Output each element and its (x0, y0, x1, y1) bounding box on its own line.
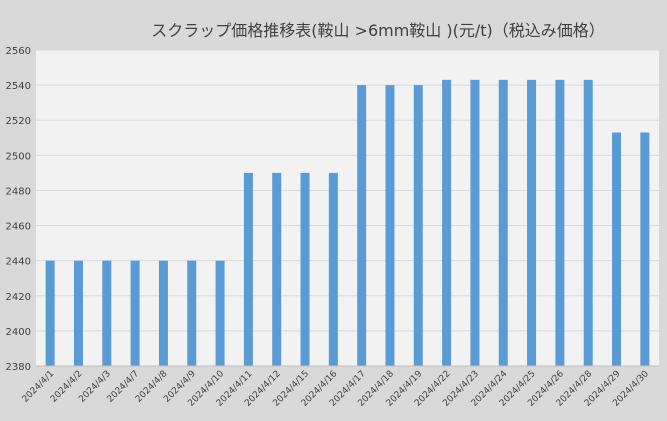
bar-2024/4/11 (243, 172, 253, 366)
y-tick-label: 2480 (6, 186, 31, 197)
chart-title: スクラップ価格推移表(鞍山 >6mm鞍山 )(元/t)（税込み価格） (151, 21, 605, 40)
y-tick-label: 2380 (6, 362, 31, 373)
y-tick-label: 2460 (6, 222, 31, 233)
bar-2024/4/16 (328, 172, 338, 366)
bar-2024/4/9 (187, 260, 197, 366)
bar-2024/4/7 (130, 260, 140, 366)
bar-2024/4/26 (555, 79, 565, 366)
bar-2024/4/18 (385, 85, 395, 366)
bar-2024/4/8 (158, 260, 168, 366)
y-tick-label: 2540 (6, 81, 31, 92)
y-tick-label: 2560 (6, 46, 31, 57)
plot-area (36, 50, 659, 366)
bar-2024/4/12 (272, 172, 282, 366)
bar-2024/4/23 (470, 79, 480, 366)
bar-2024/4/24 (498, 79, 508, 366)
bar-2024/4/29 (612, 132, 622, 366)
y-tick-label: 2500 (6, 151, 31, 162)
bar-2024/4/22 (442, 79, 452, 366)
y-tick-label: 2400 (6, 327, 31, 338)
bar-2024/4/28 (583, 79, 593, 366)
bar-2024/4/30 (640, 132, 650, 366)
bar-2024/4/25 (527, 79, 537, 366)
y-tick-label: 2440 (6, 257, 31, 268)
bar-2024/4/2 (73, 260, 83, 366)
y-axis-ticks: 2380 2400 2420 2440 2460 2480 2500 2520 2540 2560 (6, 46, 31, 373)
y-tick-label: 2420 (6, 292, 31, 303)
bar-2024/4/10 (215, 260, 225, 366)
y-tick-label: 2520 (6, 116, 31, 127)
bar-2024/4/17 (357, 85, 367, 366)
bar-2024/4/15 (300, 172, 310, 366)
bar-2024/4/19 (413, 85, 423, 366)
bar-2024/4/1 (45, 260, 55, 366)
bar-2024/4/3 (102, 260, 112, 366)
gridlines (36, 49, 659, 332)
bars (45, 79, 650, 366)
